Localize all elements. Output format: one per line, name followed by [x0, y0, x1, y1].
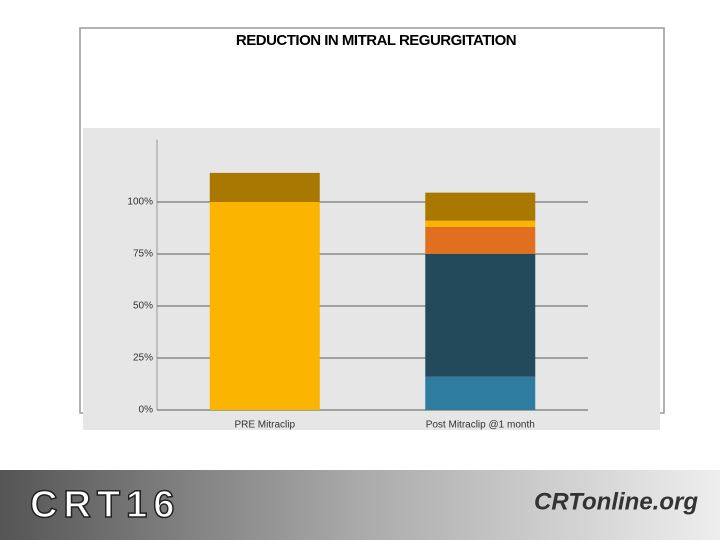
bar-segment: [425, 254, 536, 377]
crtonline-logo: CRTonline.org: [534, 488, 698, 515]
x-tick-label: Post Mitraclip @1 month: [426, 420, 535, 431]
y-tick-label: 75%: [133, 249, 153, 260]
plot-background: [83, 128, 660, 430]
chart-title: REDUCTION IN MITRAL REGURGITATION: [236, 32, 516, 49]
bar-segment: [425, 220, 536, 227]
bar-segment: [425, 192, 536, 221]
crt-logo: CRT16: [30, 484, 180, 526]
y-tick-label: 50%: [133, 301, 153, 312]
bar-segment: [425, 226, 536, 254]
footer-band: [0, 470, 720, 540]
bar-segment: [209, 202, 320, 410]
y-tick-label: 100%: [127, 197, 153, 208]
bar-segment: [425, 376, 536, 410]
bar-segment: [209, 172, 320, 202]
plot: 0% 25% 50% 75% 100% PRE Mitraclip Post Mitracl…: [127, 139, 588, 431]
y-tick-label: 0%: [139, 405, 154, 416]
y-tick-label: 25%: [133, 353, 153, 364]
x-tick-label: PRE Mitraclip: [234, 420, 295, 431]
